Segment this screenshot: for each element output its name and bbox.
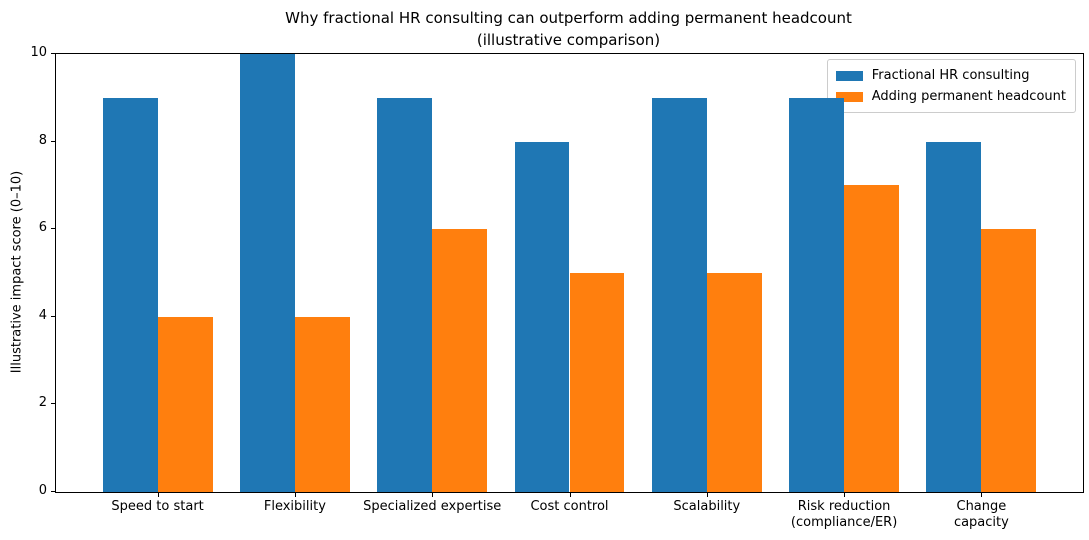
y-tick-label-0: 0 bbox=[38, 483, 47, 498]
x-tick-label-cat6: Change capacity bbox=[953, 499, 1009, 530]
y-axis-label: Illustrative impact score (0–10) bbox=[9, 170, 25, 374]
y-tick-label-4: 4 bbox=[38, 307, 47, 323]
legend: Fractional HR consulting Adding permanen… bbox=[826, 59, 1076, 113]
x-tick-mark bbox=[844, 493, 845, 497]
y-tick-mark bbox=[51, 53, 55, 54]
y-tick-label-2: 2 bbox=[38, 395, 47, 411]
chart-subtitle: (illustrative comparison) bbox=[476, 31, 661, 49]
legend-item-permanent: Adding permanent headcount bbox=[835, 86, 1066, 107]
y-tick-label-8: 8 bbox=[38, 132, 47, 148]
y-tick-mark bbox=[51, 403, 55, 404]
x-tick-mark bbox=[295, 493, 296, 497]
bar-series0-cat6 bbox=[926, 141, 982, 492]
bar-series0-cat2 bbox=[377, 97, 433, 492]
bar-series1-cat0 bbox=[157, 316, 213, 492]
x-tick-mark bbox=[432, 493, 433, 497]
bar-series1-cat5 bbox=[844, 185, 899, 492]
bar-series1-cat6 bbox=[981, 229, 1037, 492]
y-tick-mark bbox=[51, 316, 55, 317]
bar-series0-cat5 bbox=[789, 97, 845, 492]
bar-series0-cat0 bbox=[102, 97, 158, 492]
x-tick-label-cat2: Specialized expertise bbox=[363, 499, 502, 514]
bar-series1-cat2 bbox=[432, 229, 488, 492]
x-tick-mark bbox=[981, 493, 982, 497]
bar-series0-cat4 bbox=[651, 97, 707, 492]
bar-series0-cat3 bbox=[514, 141, 570, 492]
y-tick-label-10: 10 bbox=[30, 45, 47, 60]
bar-series1-cat3 bbox=[569, 273, 625, 492]
legend-label-permanent: Adding permanent headcount bbox=[871, 89, 1066, 104]
x-tick-label-cat0: Speed to start bbox=[111, 499, 204, 514]
y-tick-mark bbox=[51, 228, 55, 229]
bar-series1-cat4 bbox=[706, 273, 762, 492]
legend-swatch-fractional bbox=[835, 70, 863, 81]
x-tick-label-cat4: Scalability bbox=[673, 499, 741, 514]
x-tick-mark bbox=[570, 493, 571, 497]
x-tick-mark bbox=[158, 493, 159, 497]
x-tick-label-cat5: Risk reduction (compliance/ER) bbox=[790, 499, 898, 530]
bar-series1-cat1 bbox=[294, 316, 350, 492]
y-tick-mark bbox=[51, 491, 55, 492]
legend-swatch-permanent bbox=[835, 91, 863, 102]
chart-title-block: Why fractional HR consulting can outperf… bbox=[55, 7, 1082, 51]
y-tick-mark bbox=[51, 141, 55, 142]
chart-title: Why fractional HR consulting can outperf… bbox=[285, 9, 852, 27]
x-tick-label-cat3: Cost control bbox=[530, 499, 609, 514]
plot-area: Fractional HR consulting Adding permanen… bbox=[55, 53, 1084, 493]
legend-label-fractional: Fractional HR consulting bbox=[871, 68, 1030, 83]
legend-item-fractional: Fractional HR consulting bbox=[835, 65, 1066, 86]
x-tick-mark bbox=[707, 493, 708, 497]
bar-series0-cat1 bbox=[239, 54, 295, 492]
x-tick-label-cat1: Flexibility bbox=[263, 499, 326, 514]
y-tick-label-6: 6 bbox=[38, 220, 47, 236]
